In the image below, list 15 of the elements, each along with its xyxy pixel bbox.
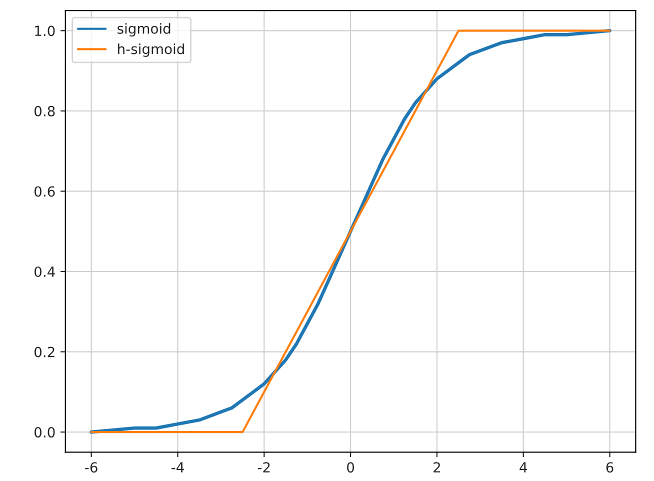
- legend-label: sigmoid: [118, 23, 170, 37]
- y-tick-label: 0.2: [34, 346, 54, 358]
- x-tick-label: 2: [434, 462, 440, 472]
- x-tick-label: 4: [520, 462, 527, 472]
- y-tick-label: 0.8: [34, 106, 55, 116]
- y-tick-label: 0.6: [34, 186, 55, 197]
- x-tick-label: 0: [347, 462, 354, 473]
- x-tick-label: -6: [85, 462, 98, 473]
- x-tick-label: -2: [258, 462, 270, 472]
- y-tick-label: 0.4: [34, 266, 55, 277]
- legend-label: h-sigmoid: [118, 43, 184, 57]
- x-tick-label: -4: [171, 462, 184, 472]
- x-tick-label: 6: [606, 462, 614, 473]
- y-tick-label: 0.0: [34, 427, 55, 438]
- y-tick-label: 1.0: [35, 26, 55, 36]
